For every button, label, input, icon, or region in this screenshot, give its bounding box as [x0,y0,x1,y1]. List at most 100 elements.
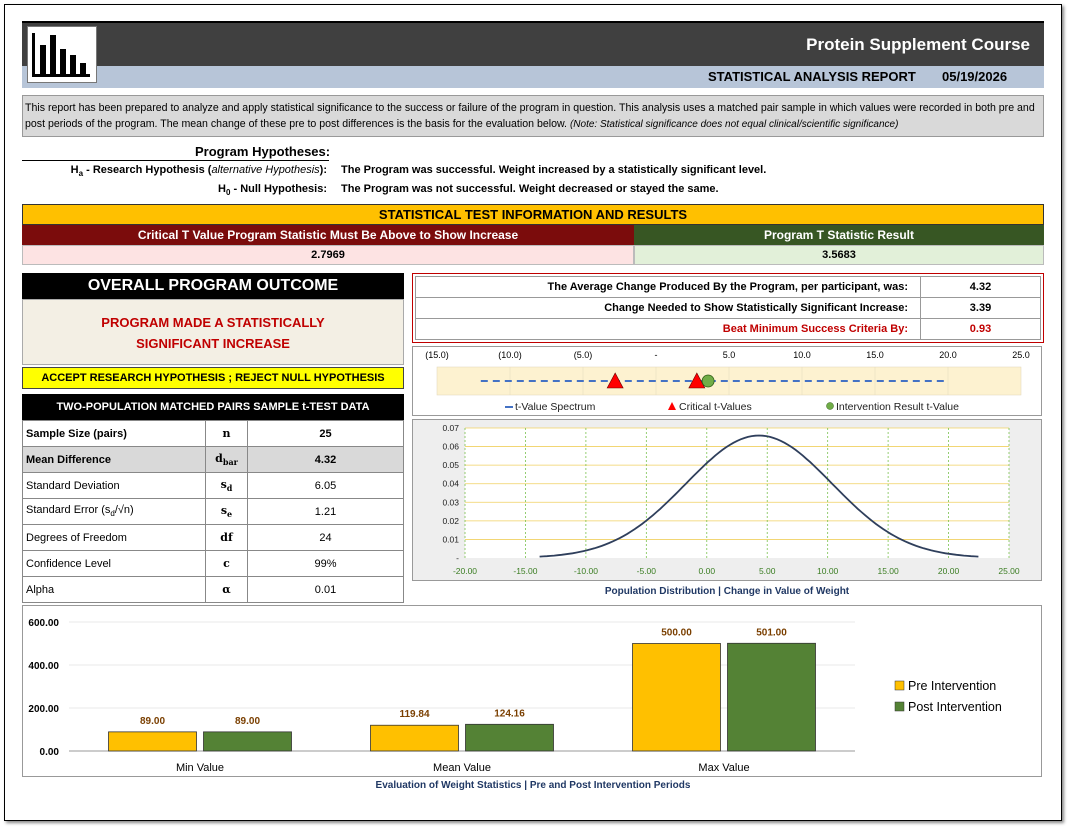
bar-data-label: 89.00 [235,716,260,727]
y-tick-label: 0.02 [442,516,459,526]
report-title: Protein Supplement Course [806,35,1030,54]
x-tick-label: 20.00 [938,566,960,576]
bar-pre [632,643,721,752]
row-label: Sample Size (pairs) [22,420,206,447]
row-value: 1.21 [247,498,404,525]
result-t-marker [701,374,715,388]
distribution-chart: - 0.01 0.02 0.03 0.04 0.05 0.06 0.07 -20.00 -15.0… [412,419,1042,581]
table-row: Change Needed to Show Statistically Sign… [415,297,1041,319]
distribution-svg: - 0.01 0.02 0.03 0.04 0.05 0.06 0.07 -20.00 -15.0… [442,423,1019,576]
spectrum-tick-label: (5.0) [574,350,593,360]
spectrum-tick-label: (15.0) [425,350,449,360]
bar-data-label: 119.84 [399,709,429,720]
spectrum-tick-label: 20.0 [939,350,957,360]
spectrum-tick-label: 10.0 [793,350,811,360]
y-tick-label: 600.00 [28,618,59,629]
x-tick-label: 5.00 [759,566,776,576]
distribution-caption: Population Distribution | Change in Valu… [604,586,850,597]
spectrum-tick-label: - [655,350,658,360]
intro-text: This report has been prepared to analyze… [25,102,1035,130]
bar-data-label: 89.00 [140,716,165,727]
row-label: Standard Error (sd/√n) [22,498,206,525]
row-value: 25 [247,420,404,447]
research-label-text: - Research Hypothesis ( [83,164,212,176]
row-value: 0.01 [247,576,404,603]
table-row: Alpha α 0.01 [22,576,404,603]
symbol-sub: d [226,483,233,494]
label-text: Standard Error (s [26,504,111,517]
row-label: Confidence Level [22,550,206,577]
research-close-text: ): [319,164,327,176]
symbol-text: s [220,477,227,491]
x-tick-label: 0.00 [699,566,716,576]
research-hypothesis-text: The Program was successful. Weight incre… [341,164,767,176]
y-tick-label: 0.04 [442,479,459,489]
research-h-sub: a [78,169,84,179]
row-label: Mean Difference [22,446,206,473]
x-tick-label: -5.00 [637,566,657,576]
critical-t-marker [688,372,706,389]
ttest-title: TWO-POPULATION MATCHED PAIRS SAMPLE t-TE… [22,394,404,420]
distribution-curve [539,434,979,558]
avg-change-table: The Average Change Produced By the Progr… [415,276,1041,340]
bar-data-label: 501.00 [756,627,787,638]
beat-value: 0.93 [920,318,1041,340]
critical-t-value: 2.7969 [22,245,634,265]
legend-result-swatch [826,402,834,410]
bar-post [203,731,292,752]
bar-post [727,642,816,752]
table-row: Sample Size (pairs) n 25 [22,420,404,447]
needed-label: Change Needed to Show Statistically Sign… [415,297,921,319]
row-value: 99% [247,550,404,577]
table-row: Confidence Level c 99% [22,550,404,577]
table-row: Beat Minimum Success Criteria By: 0.93 [415,318,1041,340]
x-tick-label: 15.00 [877,566,899,576]
legend-spectrum-label: t-Value Spectrum [515,401,596,413]
beat-label: Beat Minimum Success Criteria By: [415,318,921,340]
program-t-header: Program T Statistic Result [634,225,1044,245]
table-row: The Average Change Produced By the Progr… [415,276,1041,298]
outcome-result: PROGRAM MADE A STATISTICALLY SIGNIFICANT… [22,299,404,365]
y-tick-label: 0.01 [442,534,459,544]
row-symbol: α [205,576,248,603]
plot-area [465,428,1009,558]
row-symbol: n [205,420,248,447]
needed-value: 3.39 [920,297,1041,319]
row-symbol: se [205,498,248,525]
null-hypothesis-text: The Program was not successful. Weight d… [341,183,719,195]
category-label: Max Value [698,762,749,774]
x-tick-label: -15.00 [513,566,537,576]
row-symbol: c [205,550,248,577]
table-row: Mean Difference dbar 4.32 [22,446,404,473]
y-tick-label: 0.06 [442,442,459,452]
row-symbol: sd [205,472,248,499]
hypotheses-title: Program Hypotheses: [195,144,331,159]
null-hypothesis-label: H0 - Null Hypothesis: [22,183,327,197]
report-label: STATISTICAL ANALYSIS REPORT [708,69,916,84]
intro-note: (Note: Statistical significance does not… [569,119,899,130]
legend-label: Pre Intervention [908,679,996,693]
bar-chart-svg: 0.00 200.00 400.00 600.00 89.00 89.00 Min Val… [28,618,1002,774]
bar-data-label: 500.00 [661,628,692,639]
y-tick-label: 0.03 [442,497,459,507]
bar-post [465,723,554,752]
avg-change-box [412,273,1044,343]
symbol-sub: bar [222,457,238,468]
spectrum-tick-label: 15.0 [866,350,884,360]
y-tick-label: - [456,553,459,563]
legend-swatch [894,701,905,712]
bar-pre [108,731,197,752]
row-label: Standard Deviation [22,472,206,499]
row-label: Degrees of Freedom [22,524,206,551]
report-header: Protein Supplement Course [22,21,1044,66]
program-t-value: 3.5683 [634,245,1044,265]
y-tick-label: 0.05 [442,460,459,470]
null-h: H [218,183,226,195]
x-tick-label: -20.00 [453,566,477,576]
null-label-text: - Null Hypothesis: [230,183,327,195]
x-tick-label: -10.00 [574,566,598,576]
category-label: Min Value [176,762,224,774]
research-alt-text: alternative Hypothesis [211,164,320,176]
legend-label: Post Intervention [908,700,1002,714]
hypotheses-rule [22,160,329,161]
